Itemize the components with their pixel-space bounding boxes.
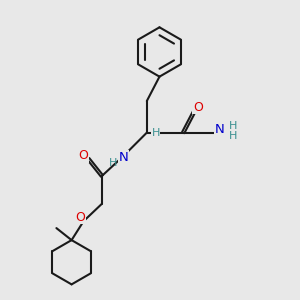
Text: O: O: [76, 211, 85, 224]
Text: N: N: [119, 151, 129, 164]
Text: O: O: [79, 149, 88, 162]
Text: H: H: [152, 128, 160, 138]
Text: H: H: [109, 158, 117, 168]
Text: H: H: [229, 121, 237, 131]
Text: O: O: [193, 101, 203, 114]
Text: N: N: [215, 123, 224, 136]
Text: H: H: [229, 131, 237, 141]
